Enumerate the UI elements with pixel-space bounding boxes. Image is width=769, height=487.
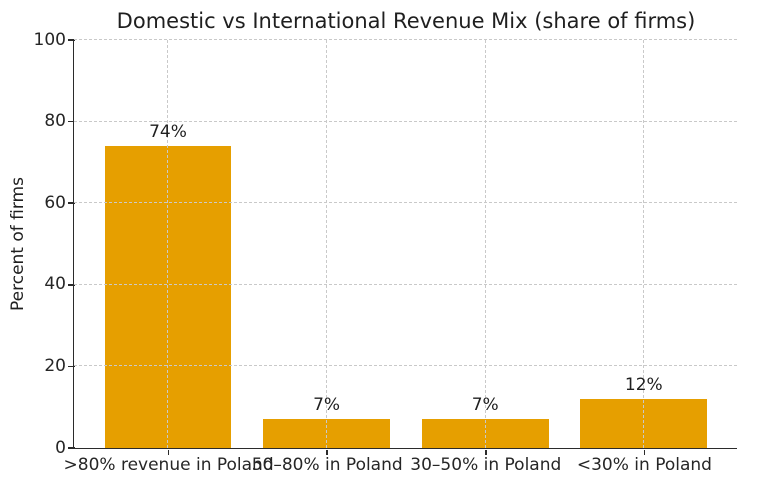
x-tick-mark — [326, 449, 328, 455]
y-tick-label: 20 — [44, 355, 66, 376]
y-tick-label: 40 — [44, 274, 66, 295]
bar-value-label: 74% — [149, 122, 187, 143]
y-tick-mark — [68, 202, 75, 204]
x-tick-mark — [643, 449, 646, 455]
y-tick-mark — [68, 39, 75, 41]
bar — [104, 146, 232, 448]
x-gridline — [326, 40, 328, 448]
y-tick-label: 100 — [33, 29, 66, 50]
bar — [421, 419, 549, 448]
x-tick-label: 30–50% in Poland — [410, 455, 562, 475]
bar — [580, 399, 708, 448]
y-tick-label: 80 — [44, 111, 66, 132]
x-tick-label: >80% revenue in Poland — [63, 455, 274, 475]
x-tick-mark — [485, 449, 487, 455]
x-tick-mark — [167, 449, 170, 455]
y-tick-mark — [68, 120, 75, 123]
y-tick-mark — [68, 365, 75, 368]
bar-value-label: 7% — [471, 395, 499, 416]
y-tick-mark — [68, 447, 75, 449]
x-gridline — [484, 40, 486, 448]
plot-area: 74% 7% 7% 12% — [73, 39, 738, 449]
chart-title: Domestic vs International Revenue Mix (s… — [116, 9, 696, 33]
y-tick-label: 0 — [55, 437, 66, 458]
y-gridline — [74, 39, 738, 40]
bar-value-label: 12% — [624, 375, 663, 396]
bar — [263, 419, 390, 448]
x-tick-label: 50–80% in Poland — [251, 455, 403, 475]
bar-value-label: 7% — [313, 395, 341, 416]
x-tick-label: <30% in Poland — [576, 455, 712, 475]
y-tick-mark — [68, 284, 75, 286]
y-tick-label: 60 — [44, 192, 66, 213]
y-axis-label: Percent of firms — [8, 177, 28, 311]
